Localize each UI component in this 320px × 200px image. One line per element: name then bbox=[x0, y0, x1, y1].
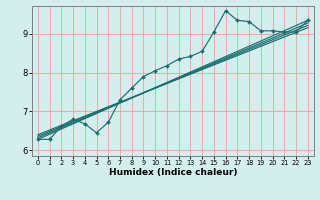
X-axis label: Humidex (Indice chaleur): Humidex (Indice chaleur) bbox=[108, 168, 237, 177]
